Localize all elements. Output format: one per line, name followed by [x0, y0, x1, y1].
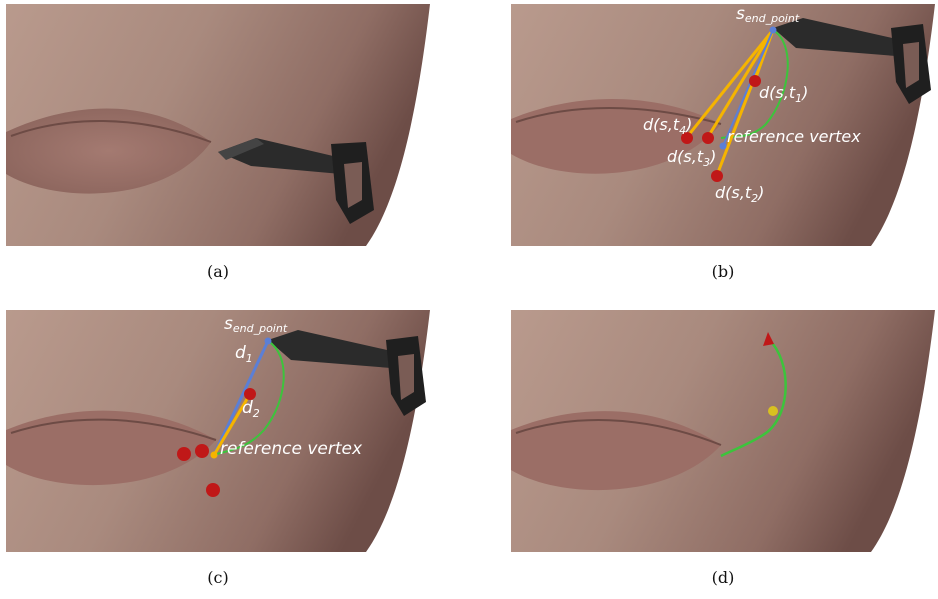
face-render-c: send_point d1 d2 reference vertex: [6, 310, 430, 552]
panel-a: [6, 4, 430, 246]
lip-line: [10, 119, 212, 143]
panel-c: send_point d1 d2 reference vertex: [6, 310, 430, 552]
target-sphere: [177, 447, 191, 461]
label-reference-vertex: reference vertex: [727, 127, 861, 146]
yellow-sphere: [768, 406, 778, 416]
face-render-d: [511, 310, 935, 552]
label-d2: d(s,t2): [715, 183, 764, 205]
label-d4: d(s,t4): [643, 115, 692, 137]
target-sphere: [206, 483, 220, 497]
target-sphere: [195, 444, 209, 458]
target-sphere-t1: [749, 75, 761, 87]
face-render-b: send_point d(s,t1) d(s,t4) reference ver…: [511, 4, 935, 246]
distance-lines: [685, 29, 775, 176]
caption-c: (c): [207, 568, 229, 587]
end-point-marker: [264, 337, 272, 345]
label-d1: d1: [235, 343, 253, 365]
face-edge: [366, 310, 430, 552]
label-s-end-point: send_point: [736, 4, 800, 25]
face-edge: [871, 4, 935, 246]
guide-curve: [213, 340, 285, 456]
lip-line: [515, 419, 722, 446]
caption-b: (b): [711, 262, 735, 281]
lips: [511, 411, 721, 491]
label-d1: d(s,t1): [759, 83, 808, 105]
label-d3: d(s,t3): [667, 147, 716, 169]
label-s-end-point: send_point: [224, 314, 288, 335]
label-d2: d2: [242, 398, 260, 420]
guide-curve: [720, 343, 787, 458]
headset-tool: [268, 330, 426, 416]
arrow-head: [763, 332, 774, 346]
face-edge: [871, 310, 935, 552]
panel-d: [511, 310, 935, 552]
reference-vertex-marker: [210, 451, 218, 459]
face-render-a: [6, 4, 430, 246]
lip-line: [515, 107, 722, 125]
caption-a: (a): [206, 262, 230, 281]
orange-line: [212, 393, 252, 456]
target-sphere-t3: [702, 132, 714, 144]
caption-d: (d): [711, 568, 735, 587]
guide-curve: [720, 29, 789, 139]
target-sphere-t4: [681, 132, 693, 144]
headset-tool: [218, 138, 374, 224]
panel-b: send_point d(s,t1) d(s,t4) reference ver…: [511, 4, 935, 246]
end-point-marker: [769, 26, 777, 34]
target-sphere-t2: [711, 170, 723, 182]
lip-line: [10, 418, 217, 441]
lips: [6, 410, 216, 486]
lips: [511, 99, 721, 174]
reference-vertex-marker: [719, 142, 727, 150]
blue-line: [212, 340, 270, 456]
lips: [6, 108, 211, 194]
face-edge: [366, 4, 430, 246]
label-reference-vertex: reference vertex: [220, 439, 363, 459]
target-sphere: [244, 388, 256, 400]
headset-tool: [773, 18, 931, 104]
